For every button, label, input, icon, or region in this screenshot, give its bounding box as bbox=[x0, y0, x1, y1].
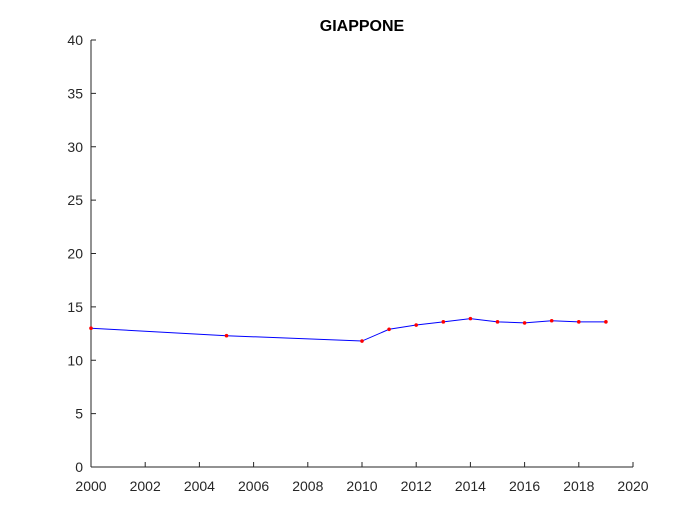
y-tick-label: 10 bbox=[67, 352, 83, 368]
chart-title: GIAPPONE bbox=[320, 18, 405, 35]
x-tick-label: 2014 bbox=[455, 478, 486, 494]
y-tick-label: 40 bbox=[67, 32, 83, 48]
x-tick-label: 2016 bbox=[509, 478, 540, 494]
x-tick-label: 2002 bbox=[130, 478, 161, 494]
x-tick-label: 2020 bbox=[617, 478, 648, 494]
series-line bbox=[90, 318, 606, 342]
data-point bbox=[549, 318, 554, 323]
data-point bbox=[414, 323, 419, 327]
data-point bbox=[468, 316, 473, 321]
y-tick-label: 15 bbox=[67, 299, 83, 315]
plot-area bbox=[89, 316, 608, 343]
x-tick-label: 2004 bbox=[184, 478, 215, 494]
data-point bbox=[224, 333, 229, 338]
data-point bbox=[441, 320, 446, 324]
data-point bbox=[495, 320, 500, 324]
x-tick-label: 2012 bbox=[401, 478, 432, 494]
x-tick-label: 2006 bbox=[238, 478, 269, 494]
y-tick-label: 5 bbox=[75, 406, 83, 422]
y-tick-label: 20 bbox=[67, 246, 83, 262]
y-tick-label: 30 bbox=[67, 139, 83, 155]
x-tick-label: 2008 bbox=[292, 478, 323, 494]
x-tick-label: 2018 bbox=[563, 478, 594, 494]
data-point bbox=[360, 339, 364, 343]
data-point bbox=[577, 320, 581, 324]
data-point bbox=[387, 327, 391, 332]
y-tick-label: 35 bbox=[67, 85, 83, 101]
y-tick-label: 25 bbox=[67, 192, 83, 208]
data-point bbox=[89, 326, 93, 331]
x-tick-label: 2010 bbox=[346, 478, 377, 494]
x-tick-label: 2000 bbox=[75, 478, 106, 494]
y-tick-label: 0 bbox=[75, 459, 83, 475]
axes: 2000 2002 2004 2006 2008 2010 2012 2014 2016 2018… bbox=[67, 32, 648, 494]
data-point bbox=[522, 321, 527, 325]
data-point bbox=[604, 320, 608, 324]
